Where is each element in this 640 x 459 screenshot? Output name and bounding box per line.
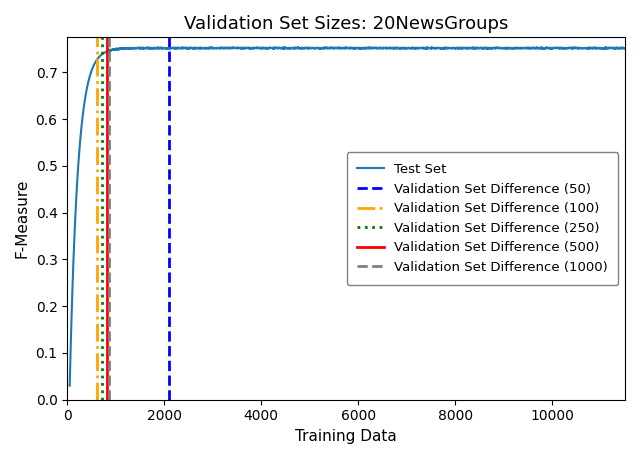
Test Set bbox=[279, 45, 287, 51]
Y-axis label: F-Measure: F-Measure bbox=[15, 179, 30, 258]
X-axis label: Training Data: Training Data bbox=[295, 429, 397, 444]
Test Set bbox=[611, 45, 618, 51]
Test Set bbox=[303, 45, 310, 51]
Legend: Test Set, Validation Set Difference (50), Validation Set Difference (100), Valid: Test Set, Validation Set Difference (50)… bbox=[347, 152, 618, 285]
Test Set bbox=[162, 46, 170, 51]
Test Set bbox=[129, 45, 137, 51]
Test Set bbox=[621, 45, 629, 51]
Line: Test Set: Test Set bbox=[70, 47, 625, 386]
Test Set bbox=[66, 383, 74, 388]
Test Set bbox=[602, 44, 609, 50]
Test Set bbox=[550, 45, 558, 51]
Title: Validation Set Sizes: 20NewsGroups: Validation Set Sizes: 20NewsGroups bbox=[184, 15, 508, 33]
